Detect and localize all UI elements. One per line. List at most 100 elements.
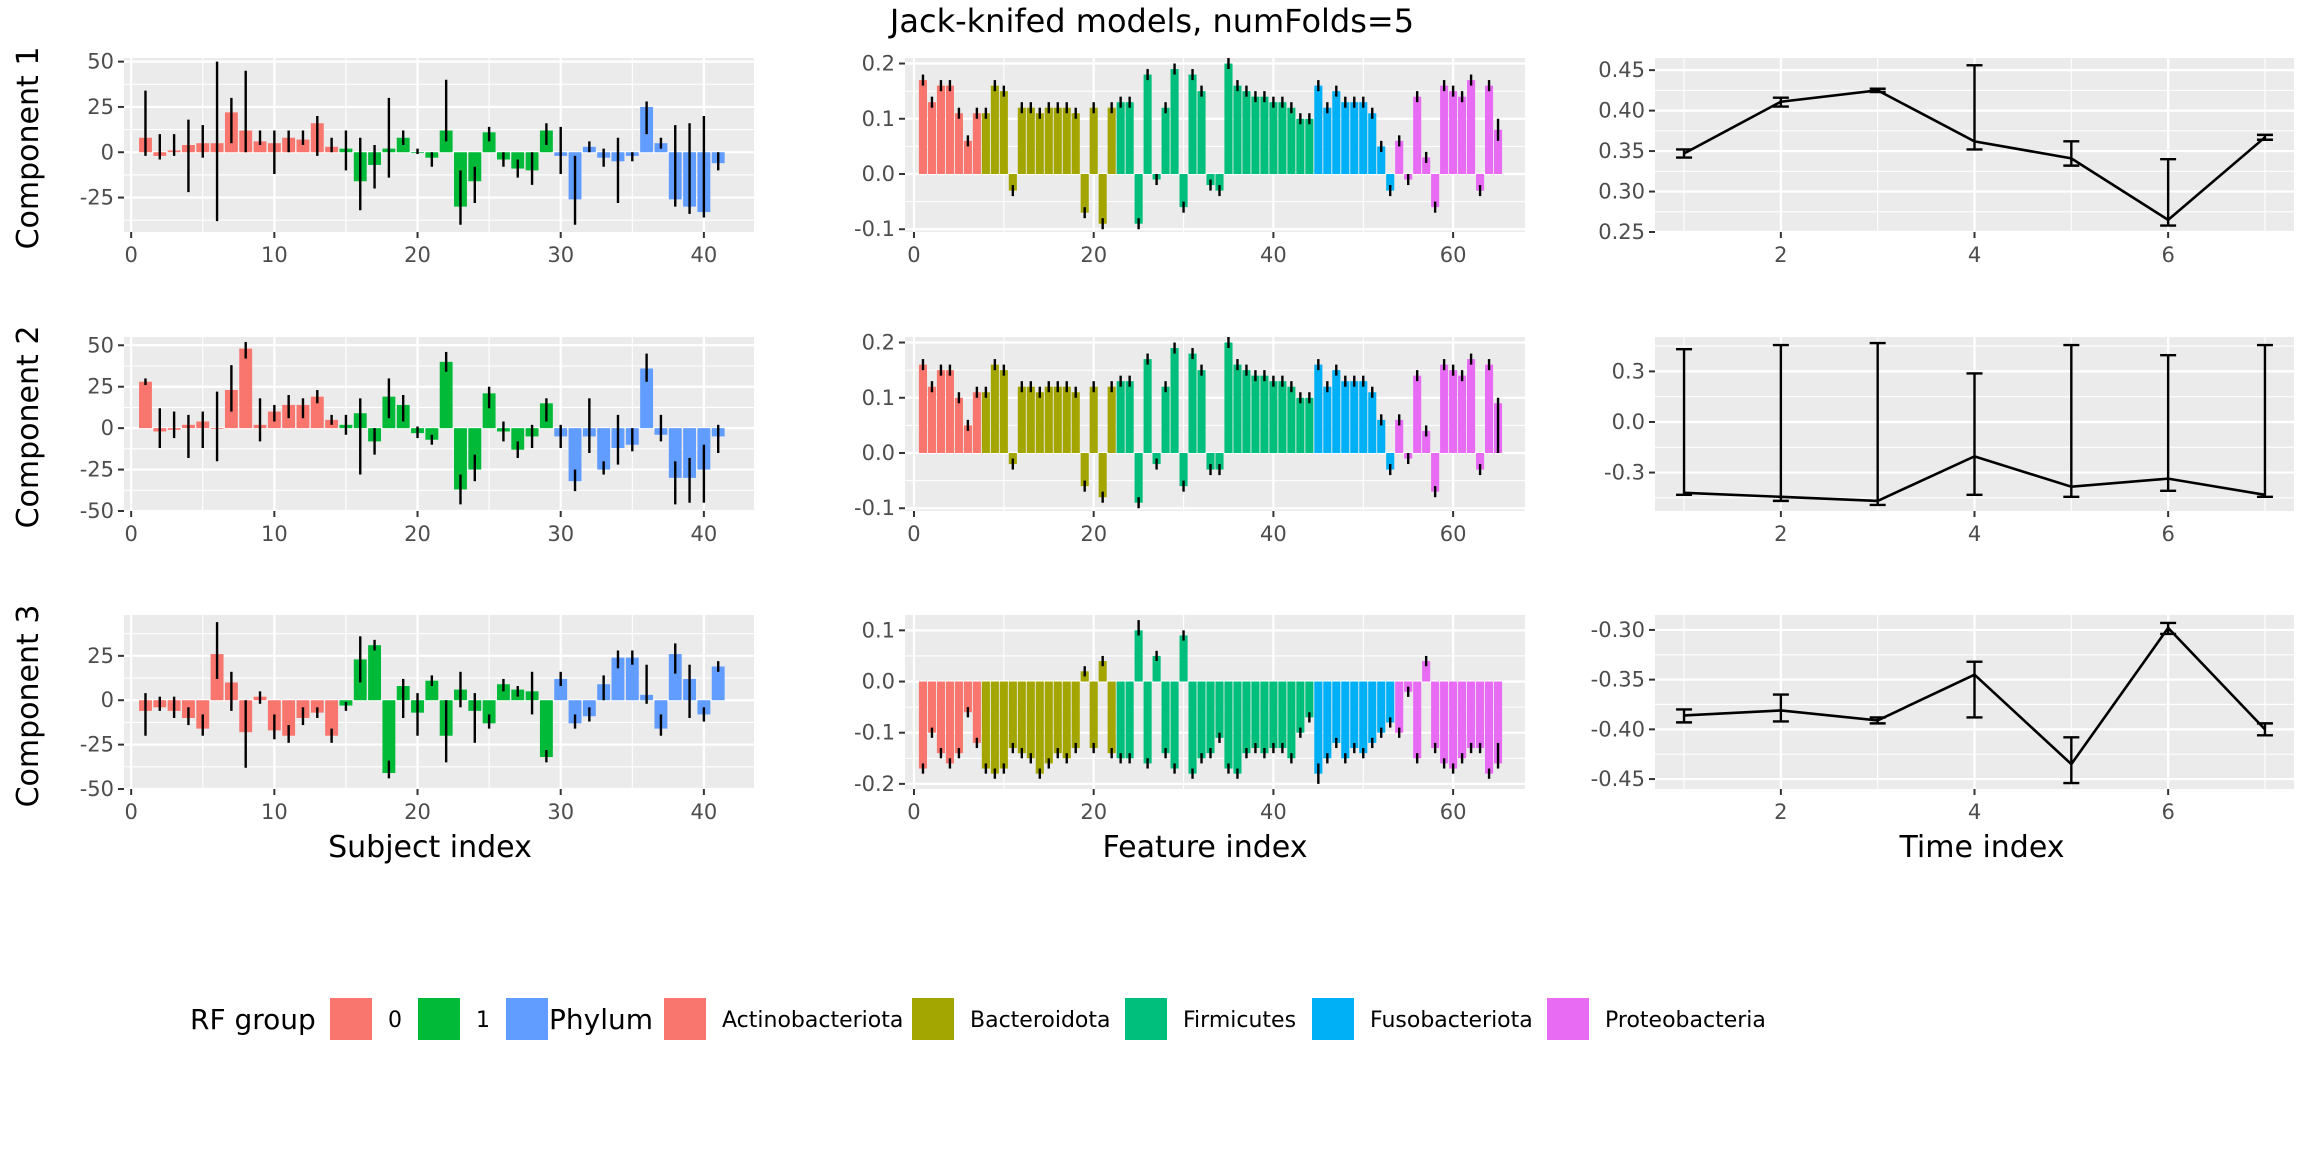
bar bbox=[1341, 681, 1350, 759]
bar bbox=[1494, 129, 1503, 174]
bar bbox=[1233, 85, 1242, 174]
bar bbox=[1035, 681, 1044, 774]
bar bbox=[1305, 118, 1314, 174]
x-tick-label: 0 bbox=[124, 243, 137, 267]
bar bbox=[1350, 681, 1359, 749]
bar bbox=[568, 700, 582, 724]
y-tick-label: -50 bbox=[80, 777, 114, 801]
bar bbox=[1026, 681, 1035, 759]
figure-title: Jack-knifed models, numFolds=5 bbox=[888, 2, 1414, 40]
bar bbox=[1035, 113, 1044, 174]
bar bbox=[1440, 85, 1449, 174]
panel-subject_c1: -25 0 25 50 0 10 20 30 40 bbox=[80, 50, 754, 267]
bar bbox=[1224, 63, 1233, 174]
bar bbox=[972, 392, 981, 453]
bar bbox=[1089, 107, 1098, 174]
bar bbox=[927, 681, 936, 733]
bar bbox=[439, 361, 453, 429]
legend-key-proteobacteria bbox=[1547, 998, 1589, 1040]
row-label-component-3: Component 3 bbox=[11, 605, 46, 808]
bar bbox=[1377, 146, 1386, 174]
bar bbox=[1431, 174, 1440, 208]
bar bbox=[1269, 681, 1278, 749]
bar bbox=[927, 102, 936, 174]
bar bbox=[1440, 364, 1449, 453]
y-tick-label: 0 bbox=[101, 140, 114, 164]
bar bbox=[1188, 74, 1197, 174]
x-tick-label: 4 bbox=[1968, 243, 1981, 267]
bar bbox=[1278, 102, 1287, 174]
bar bbox=[1458, 96, 1467, 174]
x-tick-label: 60 bbox=[1440, 800, 1467, 824]
bar bbox=[1044, 107, 1053, 174]
legend-label-proteobacteria: Proteobacteria bbox=[1605, 1008, 1766, 1033]
y-tick-label: 0 bbox=[101, 688, 114, 712]
bar bbox=[482, 132, 496, 153]
x-tick-label: 20 bbox=[404, 522, 431, 546]
panel-subject_c2: -50 -25 0 25 50 0 10 20 30 40 bbox=[80, 333, 754, 546]
bar bbox=[1170, 348, 1179, 453]
row-label-component-1: Component 1 bbox=[11, 47, 46, 250]
y-tick-label: 0.0 bbox=[1612, 410, 1645, 434]
bar bbox=[1026, 386, 1035, 453]
bar bbox=[1269, 381, 1278, 453]
bar bbox=[1278, 681, 1287, 749]
bar bbox=[1476, 174, 1485, 191]
bar bbox=[511, 428, 525, 450]
x-tick-label: 40 bbox=[1260, 522, 1287, 546]
legend-key-fusobacteriota bbox=[1312, 998, 1354, 1040]
bar bbox=[1458, 681, 1467, 759]
y-tick-label: 0.1 bbox=[862, 107, 895, 131]
bar bbox=[1017, 107, 1026, 174]
panel-background bbox=[124, 615, 754, 789]
y-tick-label: 0.2 bbox=[862, 52, 895, 76]
x-tick-label: 2 bbox=[1774, 522, 1787, 546]
bar bbox=[482, 700, 496, 724]
bar bbox=[1044, 386, 1053, 453]
bar bbox=[1071, 681, 1080, 749]
bar bbox=[1089, 681, 1098, 749]
bar bbox=[1017, 386, 1026, 453]
bar bbox=[1386, 174, 1395, 191]
bar bbox=[1134, 630, 1143, 682]
y-tick-label: 25 bbox=[87, 644, 114, 668]
y-tick-label: 0.1 bbox=[862, 618, 895, 642]
y-tick-label: 0.0 bbox=[862, 162, 895, 186]
bar bbox=[1377, 419, 1386, 453]
legend-key-bacteroidota bbox=[912, 998, 954, 1040]
bar bbox=[1080, 174, 1089, 213]
x-tick-label: 60 bbox=[1440, 243, 1467, 267]
y-tick-label: -0.40 bbox=[1591, 717, 1645, 741]
bar bbox=[1089, 386, 1098, 453]
bar bbox=[1323, 386, 1332, 453]
bar bbox=[1395, 419, 1404, 453]
bar bbox=[1035, 392, 1044, 453]
bar bbox=[981, 681, 990, 769]
bar bbox=[918, 364, 928, 453]
bar bbox=[1323, 107, 1332, 174]
bar bbox=[1251, 96, 1260, 174]
bar bbox=[936, 85, 945, 174]
bar bbox=[1233, 681, 1242, 774]
bar bbox=[990, 681, 999, 774]
bar bbox=[1305, 397, 1314, 453]
x-tick-label: 20 bbox=[1080, 800, 1107, 824]
y-tick-label: 50 bbox=[87, 50, 114, 74]
bar bbox=[1143, 74, 1152, 174]
bar bbox=[1305, 681, 1314, 718]
bar bbox=[999, 91, 1008, 174]
bar bbox=[1368, 392, 1377, 453]
bar bbox=[1215, 681, 1224, 738]
bar bbox=[1440, 681, 1449, 764]
bar bbox=[945, 85, 954, 174]
legend-key-rf-1 bbox=[418, 998, 460, 1040]
x-tick-label: 30 bbox=[547, 522, 574, 546]
bar bbox=[1431, 681, 1440, 749]
bar bbox=[1197, 91, 1206, 174]
bar bbox=[972, 681, 981, 743]
legend-label-firmicutes: Firmicutes bbox=[1183, 1008, 1296, 1033]
y-tick-label: 0.2 bbox=[862, 331, 895, 355]
bar bbox=[918, 80, 928, 174]
